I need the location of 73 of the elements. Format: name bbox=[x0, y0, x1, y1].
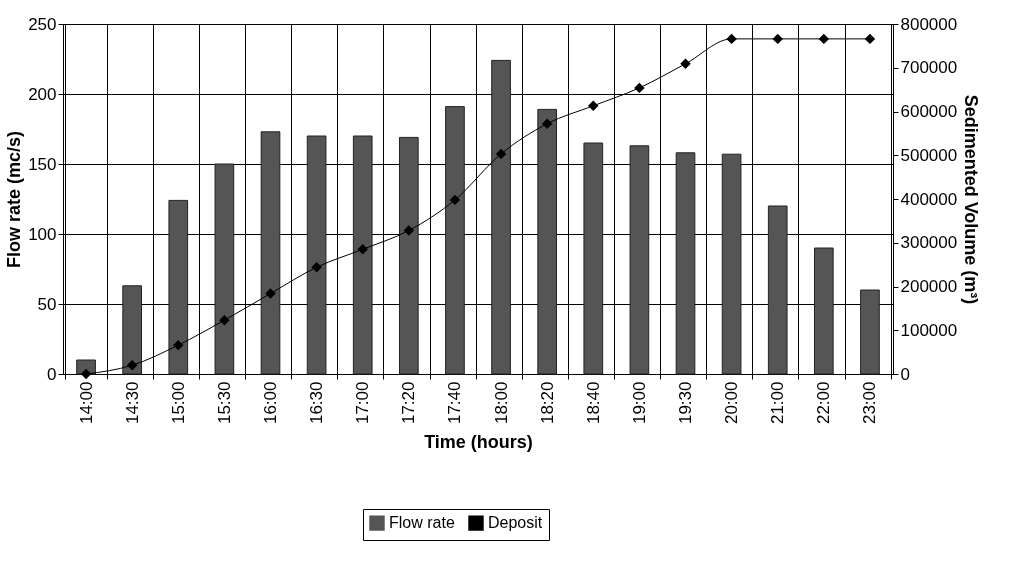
x-tick-label: 17:20 bbox=[399, 381, 419, 425]
point bbox=[403, 225, 415, 236]
y-tick-label: 150 bbox=[28, 154, 57, 174]
bar bbox=[168, 199, 189, 375]
x-axis-title: Time (hours) bbox=[424, 432, 533, 453]
point bbox=[265, 288, 276, 299]
x-tick-label: 18:20 bbox=[537, 381, 557, 425]
x-tick-label: 17:40 bbox=[445, 381, 465, 425]
bar bbox=[122, 285, 142, 375]
y-tick-label: 250 bbox=[28, 14, 57, 34]
x-tick-label: 16:00 bbox=[261, 381, 280, 425]
y2-tick-label: 400000 bbox=[900, 189, 958, 209]
point bbox=[634, 82, 645, 94]
y2-tick-label: 600000 bbox=[900, 102, 958, 121]
x-tick-label: 18:40 bbox=[583, 381, 603, 425]
y-axis-title: Flow rate (mc/s) bbox=[4, 130, 25, 269]
y-tick-label: 0 bbox=[47, 364, 57, 384]
point bbox=[588, 100, 599, 112]
point bbox=[173, 339, 184, 351]
bar bbox=[306, 135, 327, 375]
y-tick-label: 200 bbox=[28, 84, 57, 104]
y2-axis-title: Sedimented Volume (m³) bbox=[961, 94, 982, 305]
legend-label: Deposit bbox=[488, 514, 543, 532]
x-tick-label: 19:30 bbox=[676, 381, 695, 425]
point bbox=[864, 33, 876, 45]
x-tick-label: 19:00 bbox=[629, 381, 649, 425]
x-tick-label: 15:00 bbox=[168, 381, 188, 425]
point bbox=[541, 118, 553, 129]
point bbox=[726, 33, 737, 45]
point bbox=[80, 368, 92, 380]
point bbox=[126, 360, 138, 371]
y2-tick-label: 800000 bbox=[900, 14, 958, 34]
point bbox=[449, 194, 461, 206]
bar bbox=[260, 131, 281, 375]
x-tick-label: 23:00 bbox=[860, 381, 880, 425]
x-tick-label: 14:30 bbox=[122, 381, 142, 425]
x-tick-label: 16:30 bbox=[307, 381, 327, 425]
y2-tick-label: 0 bbox=[900, 364, 910, 384]
point bbox=[311, 262, 322, 273]
bar bbox=[537, 108, 557, 375]
x-tick-label: 21:00 bbox=[768, 381, 788, 425]
x-tick-label: 14:00 bbox=[76, 381, 96, 425]
y2-tick-label: 200000 bbox=[900, 277, 958, 296]
x-tick-label: 15:30 bbox=[214, 381, 234, 425]
point bbox=[495, 148, 507, 160]
bar bbox=[214, 163, 235, 375]
y-tick-label: 100 bbox=[28, 224, 57, 244]
point bbox=[680, 58, 691, 70]
x-tick-label: 17:00 bbox=[353, 381, 373, 425]
bar bbox=[629, 145, 650, 375]
bar bbox=[814, 247, 834, 375]
bar bbox=[860, 289, 880, 375]
y2-tick-label: 100000 bbox=[900, 320, 958, 340]
x-tick-label: 22:00 bbox=[814, 381, 834, 425]
legend-label: Flow rate bbox=[389, 514, 455, 532]
bar bbox=[721, 153, 742, 375]
y2-tick-label: 700000 bbox=[900, 58, 958, 78]
bar bbox=[491, 59, 511, 375]
point bbox=[818, 33, 830, 45]
x-tick-label: 18:00 bbox=[491, 381, 511, 425]
y-tick-label: 50 bbox=[37, 294, 57, 314]
point bbox=[357, 244, 368, 255]
point bbox=[772, 33, 783, 45]
point bbox=[219, 314, 230, 326]
bar bbox=[445, 106, 465, 375]
bar bbox=[583, 142, 604, 375]
x-tick-label: 20:00 bbox=[722, 381, 742, 425]
y2-tick-label: 500000 bbox=[900, 145, 958, 165]
bar bbox=[352, 135, 373, 375]
bar bbox=[767, 205, 788, 375]
bar bbox=[399, 136, 419, 375]
bar bbox=[675, 152, 696, 375]
y2-tick-label: 300000 bbox=[900, 233, 958, 253]
